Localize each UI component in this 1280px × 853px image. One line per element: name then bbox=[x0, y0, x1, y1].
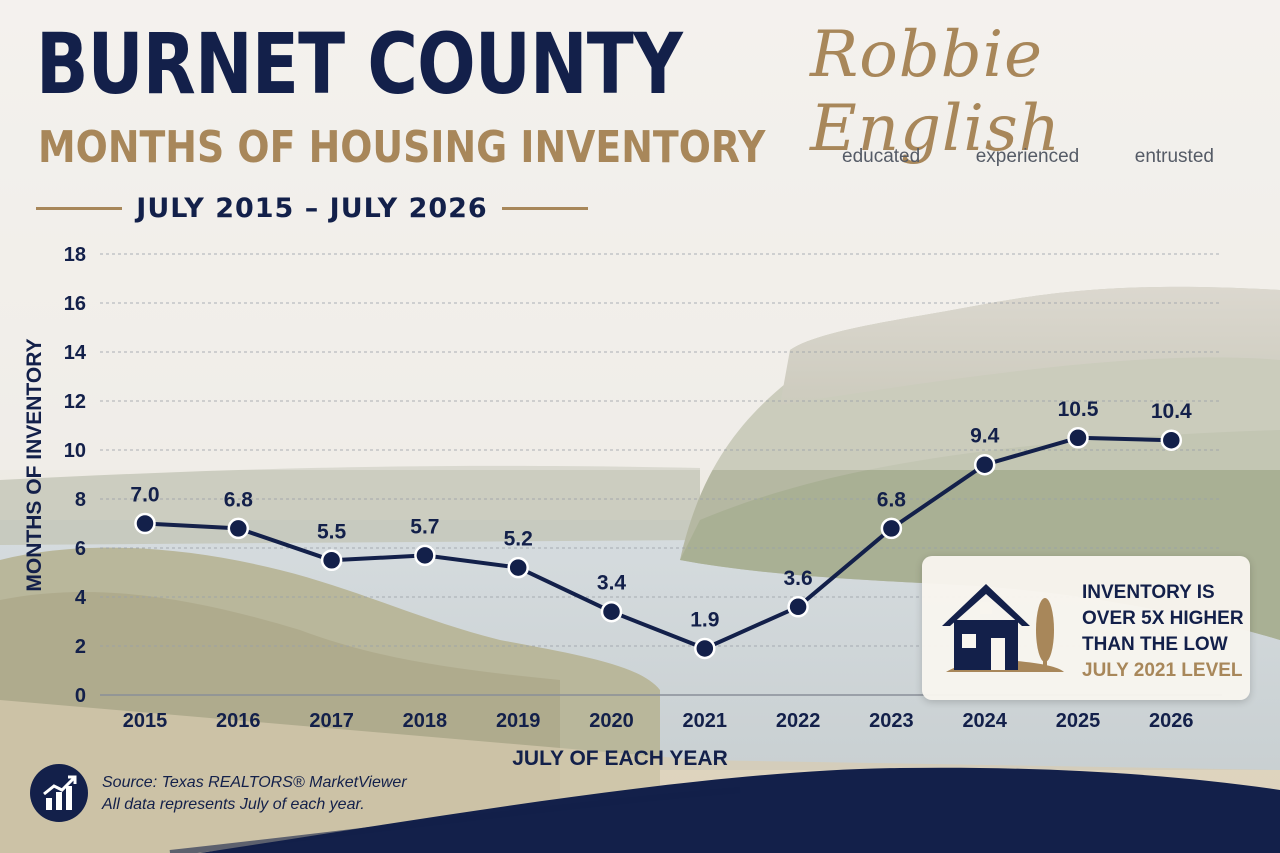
data-point bbox=[973, 453, 996, 476]
date-rule-right bbox=[502, 206, 588, 210]
data-point bbox=[1160, 429, 1183, 451]
x-tick-label: 2025 bbox=[1056, 710, 1101, 732]
y-tick-label: 14 bbox=[64, 342, 87, 364]
callout-text: INVENTORY IS OVER 5X HIGHER THAN THE LOW… bbox=[1082, 580, 1244, 684]
x-tick-label: 2016 bbox=[216, 710, 261, 732]
y-tick-label: 10 bbox=[64, 440, 86, 462]
y-tick-label: 4 bbox=[75, 587, 87, 609]
date-range-row: JULY 2015 – JULY 2026 bbox=[36, 188, 588, 228]
y-tick-label: 18 bbox=[64, 244, 86, 266]
data-label: 5.2 bbox=[504, 528, 533, 551]
source-note: Source: Texas REALTORS® MarketViewer All… bbox=[102, 772, 407, 816]
page-subtitle: MONTHS OF HOUSING INVENTORY bbox=[38, 122, 766, 173]
data-label: 1.9 bbox=[690, 608, 719, 631]
data-point bbox=[414, 544, 436, 567]
tagline-word: educated bbox=[842, 146, 921, 167]
data-point bbox=[694, 637, 716, 660]
y-tick-label: 6 bbox=[75, 538, 86, 560]
data-label: 10.5 bbox=[1058, 398, 1099, 421]
data-label: 5.7 bbox=[410, 515, 439, 538]
x-tick-label: 2018 bbox=[403, 710, 448, 732]
y-tick-label: 12 bbox=[64, 391, 86, 413]
data-label: 3.6 bbox=[783, 567, 812, 590]
data-point bbox=[1067, 427, 1089, 449]
brand-signature: Robbie English bbox=[810, 18, 1061, 166]
x-axis-title: JULY OF EACH YEAR bbox=[512, 747, 728, 770]
x-tick-label: 2024 bbox=[962, 710, 1007, 732]
callout-box: INVENTORY IS OVER 5X HIGHER THAN THE LOW… bbox=[922, 556, 1250, 700]
brand-tagline: educated experienced entrusted bbox=[842, 146, 1214, 168]
tagline-word: experienced bbox=[975, 146, 1080, 167]
data-label: 6.8 bbox=[877, 488, 907, 511]
data-label: 6.8 bbox=[224, 488, 254, 511]
x-tick-label: 2026 bbox=[1149, 710, 1194, 732]
data-label: 7.0 bbox=[130, 484, 159, 507]
data-point bbox=[880, 517, 903, 540]
y-tick-label: 2 bbox=[75, 636, 86, 658]
x-tick-label: 2015 bbox=[123, 710, 168, 732]
data-point bbox=[787, 596, 809, 618]
y-axis-title: MONTHS OF INVENTORY bbox=[23, 338, 46, 591]
data-label: 10.4 bbox=[1151, 400, 1192, 423]
data-label: 3.4 bbox=[597, 572, 627, 595]
house-and-tree-icon bbox=[942, 584, 1064, 672]
x-tick-label: 2020 bbox=[589, 710, 634, 732]
data-point bbox=[600, 600, 623, 623]
source-line: All data represents July of each year. bbox=[102, 796, 365, 813]
y-tick-label: 0 bbox=[75, 685, 86, 707]
x-tick-label: 2023 bbox=[869, 710, 914, 732]
data-point bbox=[134, 512, 156, 535]
callout-line: INVENTORY IS bbox=[1082, 582, 1215, 603]
x-tick-label: 2022 bbox=[776, 710, 821, 732]
page-title: BURNET COUNTY bbox=[36, 15, 683, 113]
data-point bbox=[227, 517, 250, 540]
callout-line: THAN THE LOW bbox=[1082, 634, 1228, 655]
data-point bbox=[507, 556, 529, 579]
tagline-word: entrusted bbox=[1134, 146, 1214, 167]
x-tick-label: 2019 bbox=[496, 710, 541, 732]
y-tick-label: 8 bbox=[75, 489, 86, 511]
bar-chart-trend-icon bbox=[30, 764, 88, 822]
source-line: Source: Texas REALTORS® MarketViewer bbox=[102, 774, 407, 791]
data-label: 9.4 bbox=[970, 425, 1000, 448]
data-label: 5.5 bbox=[317, 520, 347, 543]
date-range: JULY 2015 – JULY 2026 bbox=[136, 192, 488, 224]
data-point bbox=[320, 549, 343, 571]
x-tick-label: 2021 bbox=[683, 710, 728, 732]
callout-line: OVER 5X HIGHER bbox=[1082, 608, 1244, 629]
callout-highlight: JULY 2021 LEVEL bbox=[1082, 660, 1243, 681]
series-line bbox=[144, 435, 1172, 651]
x-tick-label: 2017 bbox=[309, 710, 354, 732]
y-tick-label: 16 bbox=[64, 293, 86, 315]
date-rule-left bbox=[36, 206, 122, 210]
